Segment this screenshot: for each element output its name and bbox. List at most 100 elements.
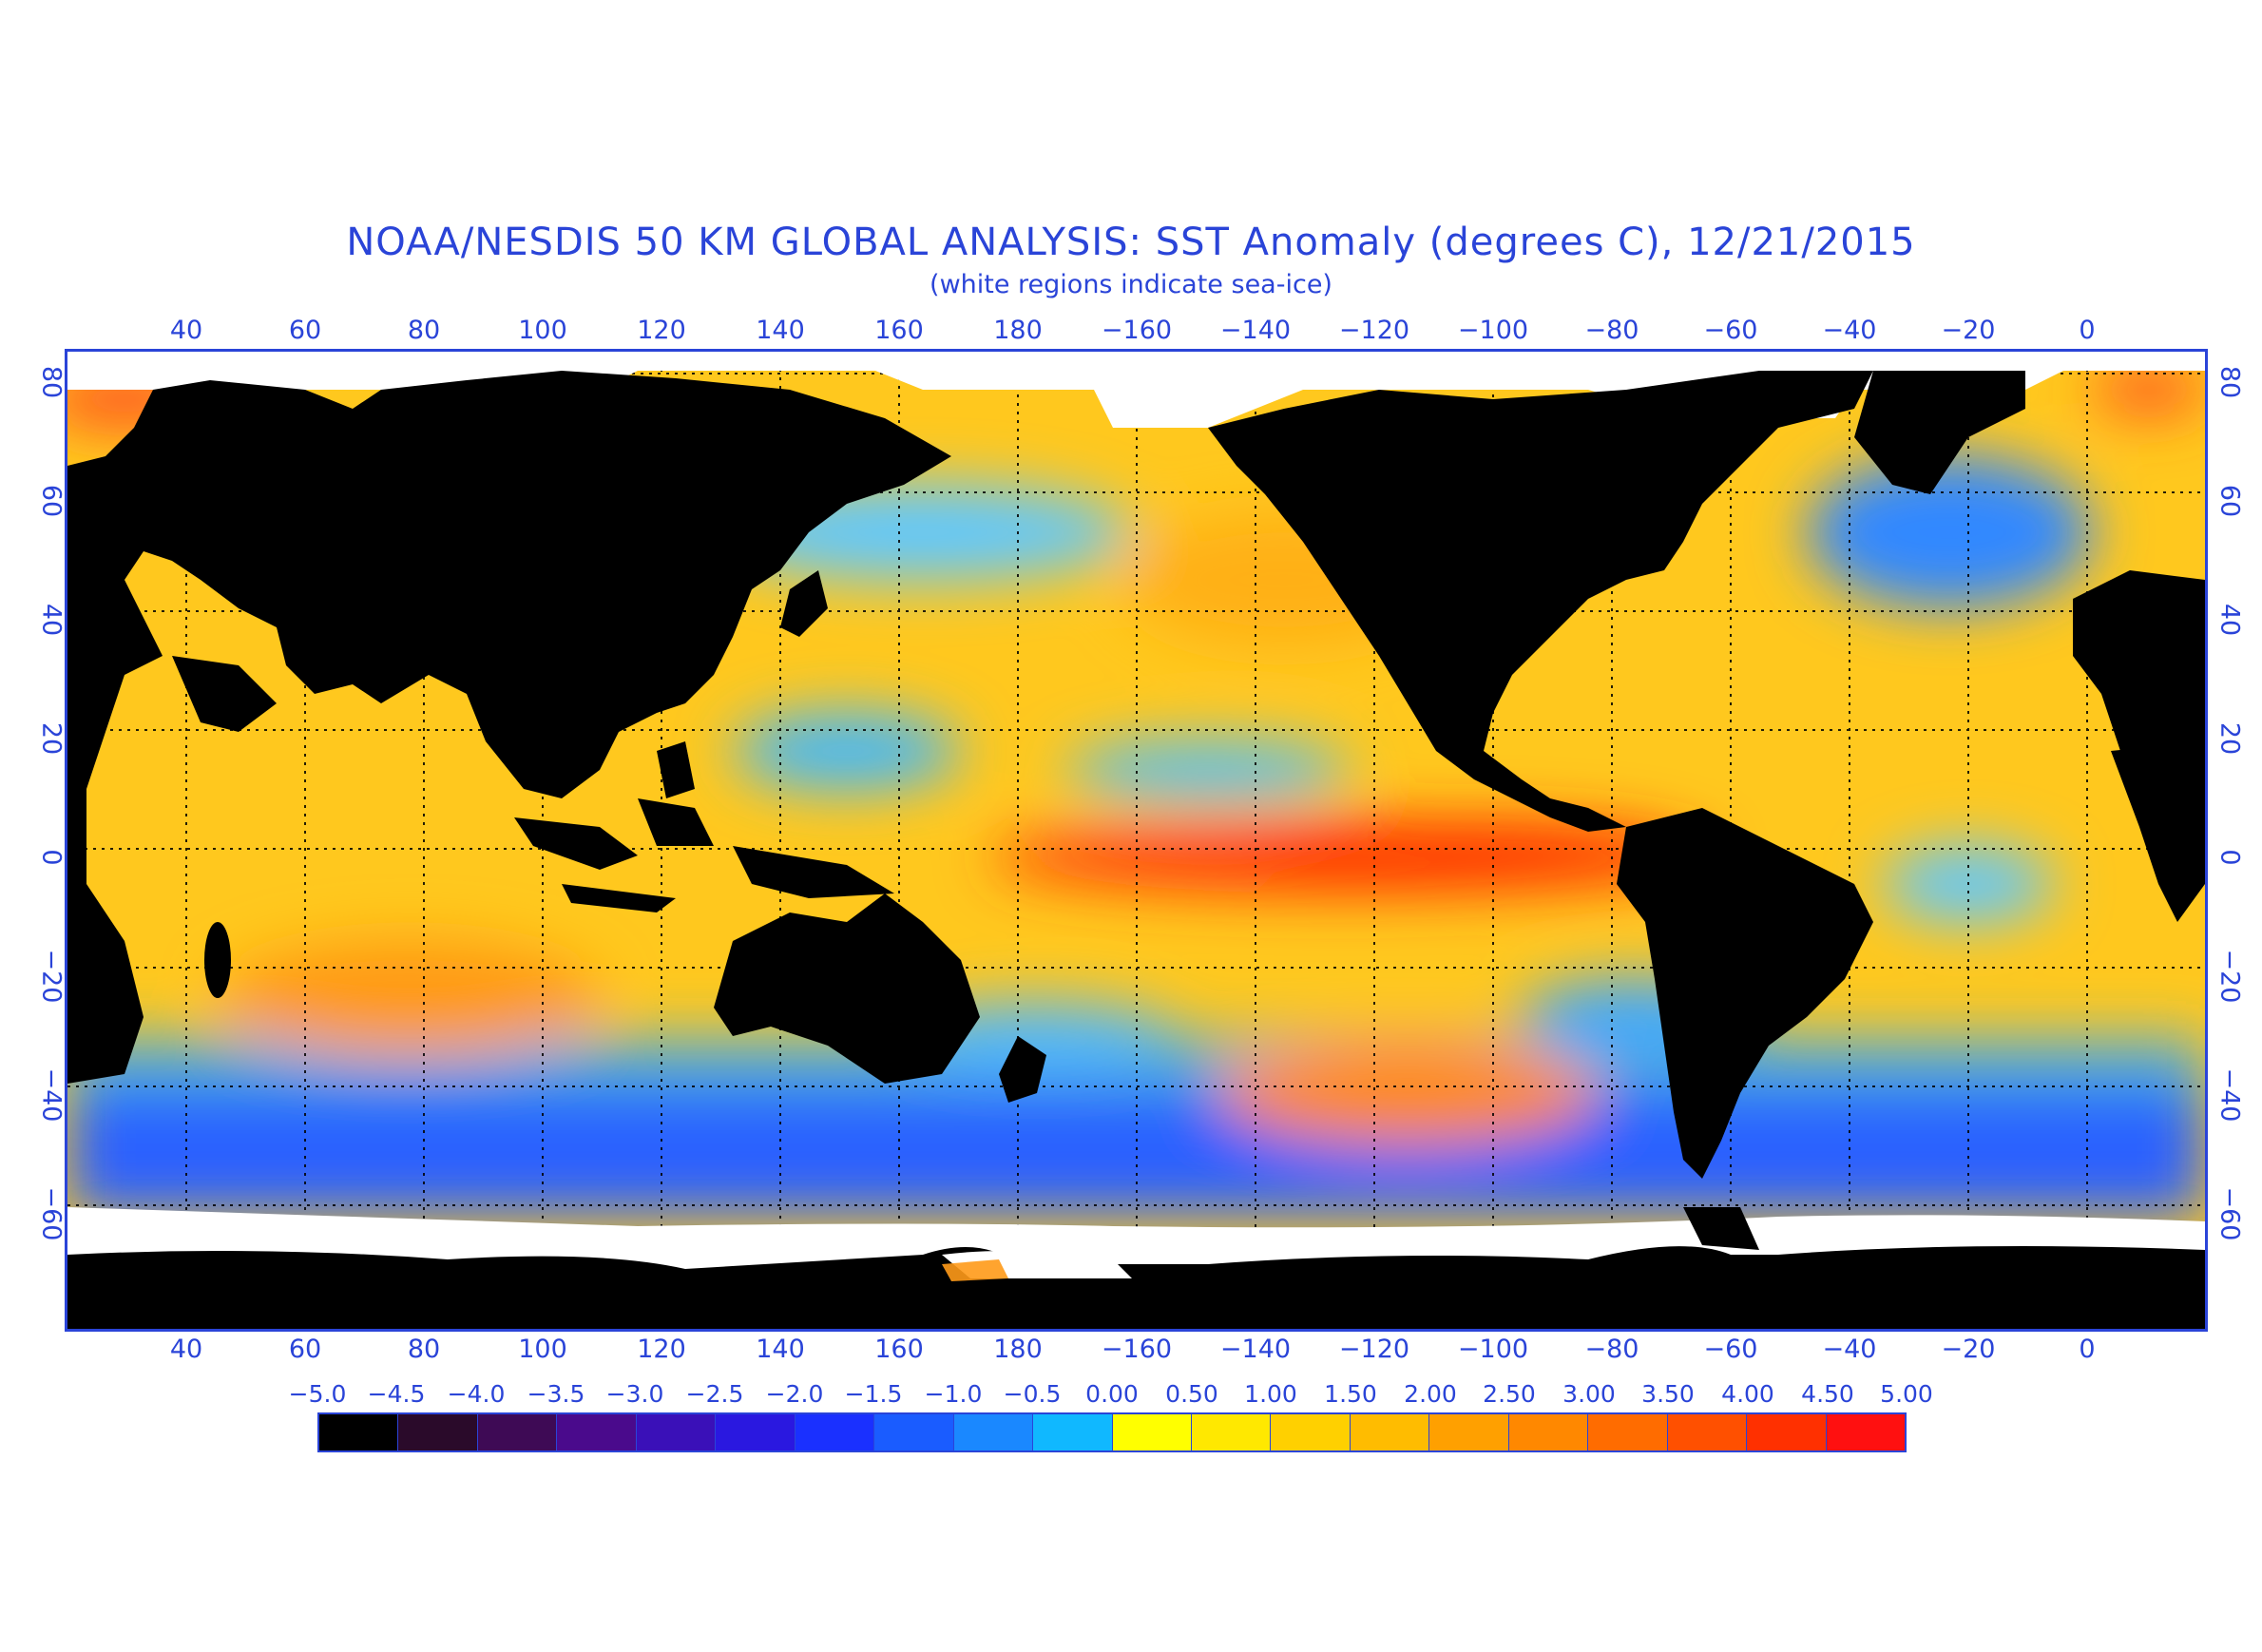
colorbar-tick: 3.00 [1562,1380,1616,1408]
colorbar-tick: 1.50 [1324,1380,1377,1408]
lon-label: 60 [288,316,322,345]
colorbar-tick: −4.5 [367,1380,426,1408]
colorbar-swatch [1350,1414,1430,1450]
lat-label: −20 [36,949,67,1004]
australia [714,893,980,1084]
colorbar-swatch [1747,1414,1827,1450]
map-title: NOAA/NESDIS 50 KM GLOBAL ANALYSIS: SST A… [346,221,1916,264]
colorbar-swatch [795,1414,875,1450]
lon-label: 160 [874,316,924,345]
lat-label: 20 [36,721,67,756]
eurasia-africa [67,371,951,1084]
colorbar-swatch [874,1414,954,1450]
lon-label: −160 [1101,1335,1173,1364]
lon-label: 100 [518,1335,567,1364]
japan [780,570,828,637]
colorbar-swatch [1826,1414,1906,1450]
colorbar-tick: 2.00 [1404,1380,1457,1408]
colorbar-tick: 1.00 [1244,1380,1297,1408]
colorbar-swatch [1191,1414,1272,1450]
new-zealand [999,1036,1046,1103]
lat-label: 0 [36,849,67,866]
lon-label: 140 [756,1335,805,1364]
colorbar-tick: −0.5 [1003,1380,1062,1408]
lon-label: −40 [1822,316,1877,345]
lon-label: 80 [407,1335,441,1364]
lat-label: −40 [2214,1067,2245,1123]
lon-label: 180 [993,1335,1043,1364]
lon-label: 160 [874,1335,924,1364]
lon-label: −140 [1219,316,1292,345]
colorbar-tick: −3.5 [527,1380,585,1408]
sst-anomaly-map [65,349,2208,1332]
colorbar-tick-labels: −5.0 −4.5 −4.0 −3.5 −3.0 −2.5 −2.0 −1.5 … [0,1380,2262,1411]
lon-label: −100 [1457,1335,1529,1364]
lon-label: 180 [993,316,1043,345]
south-america [1617,808,1873,1179]
lon-label: 100 [518,316,567,345]
colorbar-swatch [636,1414,717,1450]
lat-label: −60 [36,1186,67,1241]
lon-label: −120 [1338,1335,1410,1364]
lat-label: 0 [2214,849,2245,866]
lon-label: −100 [1457,316,1529,345]
colorbar-swatch [1271,1414,1351,1450]
madagascar [204,922,231,998]
lat-label: 80 [36,365,67,399]
lon-label: 0 [2079,1335,2096,1364]
lat-label: 20 [2214,721,2245,756]
lon-label: −60 [1703,316,1758,345]
lat-label: −60 [2214,1186,2245,1241]
lon-label: −120 [1338,316,1410,345]
colorbar-swatch [319,1414,399,1450]
lat-label: −20 [2214,949,2245,1004]
colorbar-swatch [1508,1414,1589,1450]
colorbar-swatch [1429,1414,1509,1450]
lon-label: −160 [1101,316,1173,345]
lon-label: 60 [288,1335,322,1364]
colorbar-tick: 4.50 [1801,1380,1854,1408]
lon-label: −40 [1822,1335,1877,1364]
colorbar-tick: −1.0 [924,1380,983,1408]
colorbar-swatch [1033,1414,1113,1450]
lon-label: −80 [1584,1335,1639,1364]
colorbar-tick: −1.5 [844,1380,903,1408]
lon-label: 40 [169,316,203,345]
colorbar-tick: −2.0 [765,1380,824,1408]
lon-label: 140 [756,316,805,345]
lat-label: −40 [36,1067,67,1123]
colorbar-tick: 4.00 [1721,1380,1774,1408]
colorbar-tick: 5.00 [1880,1380,1933,1408]
colorbar-tick: −5.0 [288,1380,347,1408]
north-america [1208,371,1873,832]
lon-label: 80 [407,316,441,345]
lon-label: 120 [637,1335,686,1364]
lat-label: 60 [2214,484,2245,518]
top-longitude-labels: 40 60 80 100 120 140 160 180 −160 −140 −… [0,316,2262,350]
lat-label: 80 [2214,365,2245,399]
lat-label: 40 [36,603,67,637]
colorbar-tick: 3.50 [1641,1380,1695,1408]
lat-label: 40 [2214,603,2245,637]
colorbar-swatch [398,1414,478,1450]
colorbar-swatch [1667,1414,1748,1450]
colorbar-swatch [557,1414,637,1450]
lon-label: −20 [1941,316,1996,345]
bottom-longitude-labels: 40 60 80 100 120 140 160 180 −160 −140 −… [0,1335,2262,1369]
colorbar-tick: −4.0 [447,1380,506,1408]
lon-label: −140 [1219,1335,1292,1364]
colorbar-swatch [953,1414,1034,1450]
colorbar-tick: 0.00 [1085,1380,1139,1408]
colorbar-tick: −3.0 [605,1380,664,1408]
colorbar-swatch [1112,1414,1192,1450]
colorbar-tick: 2.50 [1483,1380,1536,1408]
colorbar-swatch [716,1414,796,1450]
lon-label: −60 [1703,1335,1758,1364]
colorbar-swatch [1588,1414,1668,1450]
lon-label: −80 [1584,316,1639,345]
lon-label: 120 [637,316,686,345]
lon-label: −20 [1941,1335,1996,1364]
colorbar [317,1412,1907,1452]
lon-label: 0 [2079,316,2096,345]
greenland [1854,371,2025,494]
